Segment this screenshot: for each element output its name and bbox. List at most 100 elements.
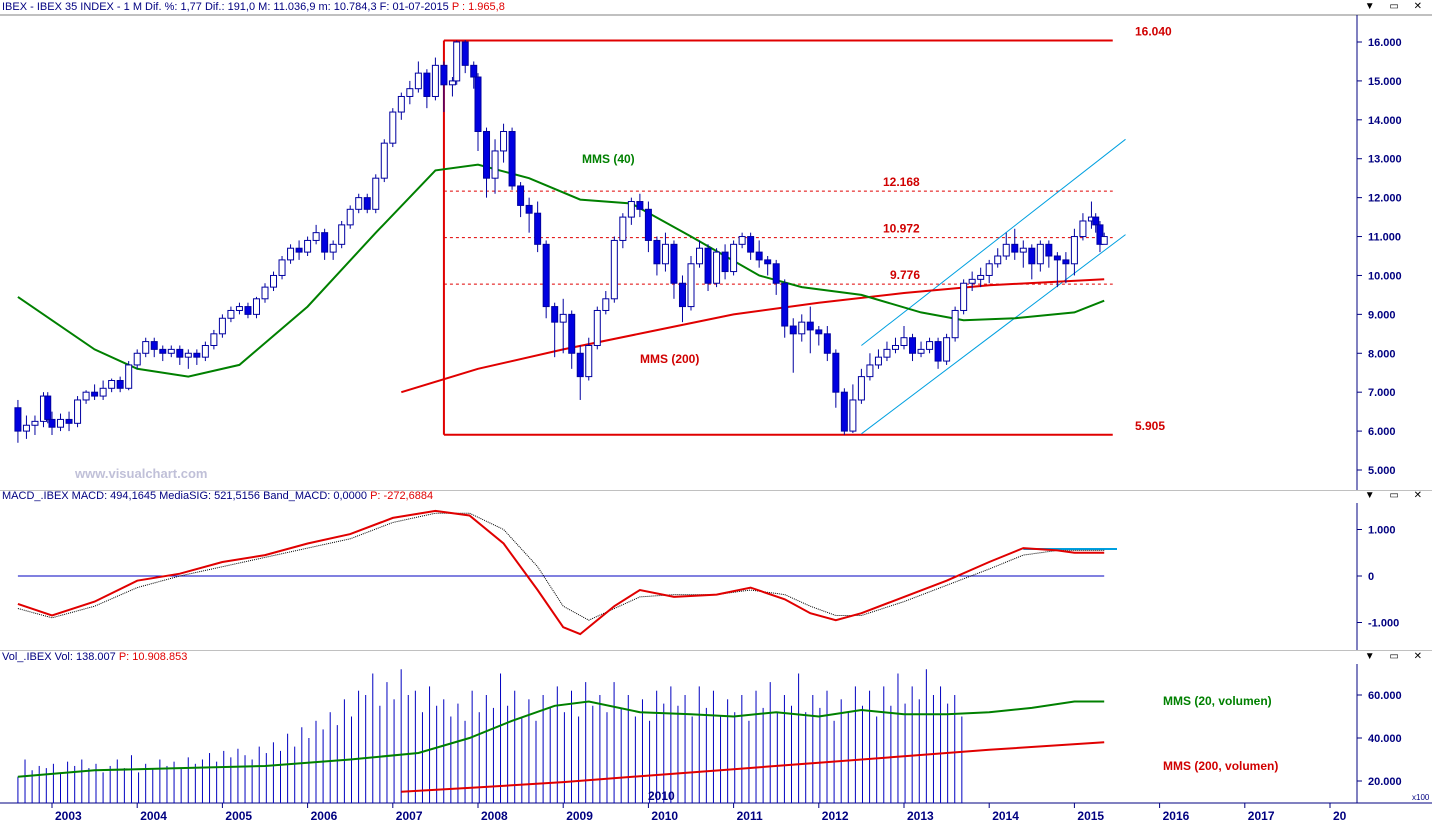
candle-body	[270, 274, 278, 288]
candle-body	[244, 306, 252, 315]
price-y-tick-label: 10.000	[1368, 270, 1402, 282]
candle-body	[380, 142, 388, 179]
candle-body	[355, 197, 363, 210]
price-window-controls[interactable]: ▼ ▭ ✕	[1364, 1, 1428, 12]
candle-body	[491, 150, 499, 179]
candle-body	[453, 41, 461, 82]
candle-body	[636, 201, 644, 210]
candle-body	[218, 317, 226, 335]
price-header-extra: P : 1.965,8	[451, 1, 505, 13]
mms200-line	[401, 278, 1105, 394]
candle-body	[116, 380, 124, 389]
candle-body	[321, 232, 329, 253]
candle-body	[909, 337, 917, 354]
price-y-tick-label: 6.000	[1368, 426, 1396, 438]
macd-chart: 1.000 0 -1.000	[0, 490, 1432, 650]
candle-body	[159, 348, 167, 354]
candle-body	[1079, 220, 1087, 238]
macd-y-tick-label: 0	[1368, 571, 1374, 583]
macd-line	[17, 509, 1105, 636]
macd-window-controls[interactable]: ▼ ▭ ✕	[1364, 490, 1428, 501]
candle-body	[210, 333, 218, 346]
x-axis-mid-label: 2010	[648, 789, 675, 803]
mms40-line	[17, 163, 1105, 378]
candle-body	[14, 407, 22, 432]
candle-body	[840, 391, 848, 432]
candle-body	[815, 329, 823, 335]
vol-mms20-label: MMS (20, volumen)	[1163, 694, 1272, 708]
candle-body	[1019, 247, 1027, 253]
candle-body	[1045, 243, 1053, 257]
candle-body	[891, 344, 899, 350]
candle-body	[431, 64, 439, 97]
candle-body	[295, 247, 303, 253]
candle-body	[252, 298, 260, 315]
candle-body	[235, 306, 243, 311]
candle-body	[389, 111, 397, 144]
x-axis-year-label: 2016	[1163, 809, 1190, 823]
macd-header-text: MACD_.IBEX MACD: 494,1645 MediaSIG: 521,…	[2, 490, 368, 502]
candle-body	[730, 243, 738, 273]
candle-body	[150, 341, 158, 350]
candle-body	[576, 352, 584, 378]
candle-body	[474, 76, 482, 132]
price-header: IBEX - IBEX 35 INDEX - 1 M Dif. %: 1,77 …	[2, 1, 505, 13]
x-axis-year-label: 2006	[311, 809, 338, 823]
candle-body	[397, 95, 405, 113]
price-chart: www.visualchart.com 16.000 15.000 14.000 13…	[0, 14, 1432, 490]
candle-body	[874, 356, 882, 366]
candle-body	[926, 341, 934, 350]
volume-header-extra: P: 10.908.853	[118, 651, 188, 663]
price-y-tick-label: 15.000	[1368, 76, 1402, 88]
candle-body	[48, 418, 56, 428]
candle-body	[312, 232, 320, 241]
candle-body	[201, 344, 209, 358]
candle-body	[517, 185, 525, 206]
candle-body	[99, 387, 107, 397]
candle-body	[747, 236, 755, 253]
candle-body	[849, 399, 857, 432]
candle-body	[934, 341, 942, 362]
candle-body	[414, 72, 422, 90]
candle-body	[22, 424, 30, 432]
price-y-tick-label: 9.000	[1368, 309, 1396, 321]
vol-mms200-line	[401, 741, 1105, 793]
price-y-tick-label: 12.000	[1368, 193, 1402, 205]
level-label: 9.776	[890, 268, 920, 282]
candle-body	[994, 255, 1002, 265]
candle-body	[74, 399, 82, 424]
candle-body	[593, 309, 601, 346]
candle-body	[559, 313, 567, 323]
candle-body	[1100, 236, 1108, 245]
volume-window-controls[interactable]: ▼ ▭ ✕	[1364, 651, 1428, 662]
candle-body	[440, 64, 448, 86]
macd-y-tick-label: 1.000	[1368, 525, 1396, 537]
candle-body	[57, 418, 65, 428]
x-axis-year-label: 2015	[1077, 809, 1104, 823]
candle-body	[696, 247, 704, 265]
price-y-tick-label: 14.000	[1368, 115, 1402, 127]
candle-body	[1011, 243, 1019, 253]
candle-body	[508, 130, 516, 187]
candle-body	[713, 251, 721, 284]
x-axis-year-label: 2007	[396, 809, 423, 823]
candle-body	[461, 41, 469, 66]
candle-body	[176, 348, 184, 358]
x-axis-year-label: 2004	[140, 809, 167, 823]
candle-body	[661, 243, 669, 265]
candle-body	[1053, 255, 1061, 261]
macd-signal-line	[17, 512, 1105, 621]
candle-body	[866, 364, 874, 378]
level-label: 5.905	[1135, 419, 1165, 433]
candle-body	[304, 239, 312, 253]
candle-body	[1096, 224, 1104, 245]
x-axis-year-label: 2008	[481, 809, 508, 823]
candle-body	[977, 274, 985, 280]
candle-body	[619, 216, 627, 241]
candle-body	[1070, 236, 1078, 265]
x-axis-year-label: 2010	[651, 809, 678, 823]
candle-body	[44, 395, 52, 420]
candle-body	[542, 243, 550, 308]
candle-body	[968, 278, 976, 284]
x-axis-year-label: 2012	[822, 809, 849, 823]
